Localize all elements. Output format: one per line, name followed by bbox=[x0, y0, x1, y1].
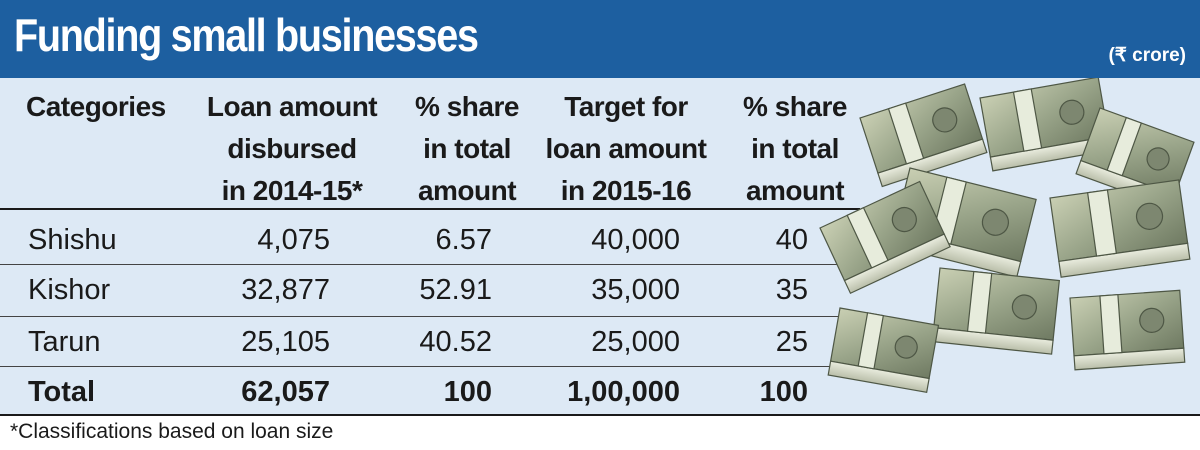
cell-total-target-share: 100 bbox=[759, 376, 808, 408]
cell-target-share: 35 bbox=[775, 274, 808, 306]
cell-target: 40,000 bbox=[591, 224, 680, 256]
row-divider bbox=[0, 264, 860, 265]
header-share-disbursed: % share in total amount bbox=[402, 86, 532, 212]
header-target-loan: Target for loan amount in 2015-16 bbox=[536, 86, 716, 212]
cell-category: Tarun bbox=[28, 326, 101, 358]
cell-target-share: 25 bbox=[775, 326, 808, 358]
cell-target: 25,000 bbox=[591, 326, 680, 358]
cell-total-target: 1,00,000 bbox=[567, 376, 680, 408]
cell-share: 40.52 bbox=[419, 326, 492, 358]
header-line: in total bbox=[751, 133, 839, 164]
header-line: Target for bbox=[564, 91, 688, 122]
header-line: % share bbox=[415, 91, 519, 122]
header-categories: Categories bbox=[26, 86, 166, 128]
currency-notes-bundles-illustration bbox=[800, 76, 1200, 416]
title-bar: Funding small businesses bbox=[0, 0, 1200, 78]
cell-category: Shishu bbox=[28, 224, 117, 256]
table-bottom-border bbox=[0, 414, 1200, 416]
cell-target: 35,000 bbox=[591, 274, 680, 306]
cell-target-share: 40 bbox=[775, 224, 808, 256]
cell-total-label: Total bbox=[28, 376, 96, 408]
page-title: Funding small businesses bbox=[14, 9, 479, 61]
header-line: Categories bbox=[26, 91, 166, 122]
header-line: disbursed bbox=[227, 133, 357, 164]
row-divider bbox=[0, 316, 860, 317]
header-line: Loan amount bbox=[206, 91, 378, 122]
header-share-target: % share in total amount bbox=[730, 86, 860, 212]
cell-total-share: 100 bbox=[443, 376, 492, 408]
footnote: *Classifications based on loan size bbox=[10, 420, 334, 443]
cell-loan: 25,105 bbox=[241, 326, 330, 358]
cell-category: Kishor bbox=[28, 274, 111, 306]
header-line: loan amount bbox=[545, 133, 707, 164]
header-line: in total bbox=[423, 133, 511, 164]
header-line: in 2015-16 bbox=[560, 175, 692, 206]
cell-share: 6.57 bbox=[435, 224, 492, 256]
header-line: amount bbox=[417, 175, 517, 206]
cell-share: 52.91 bbox=[419, 274, 492, 306]
cell-loan: 4,075 bbox=[257, 224, 330, 256]
unit-label: (₹ crore) bbox=[1108, 45, 1186, 66]
row-divider bbox=[0, 366, 860, 367]
header-loan-disbursed: Loan amount disbursed in 2014-15* bbox=[200, 86, 384, 212]
header-line: % share bbox=[743, 91, 847, 122]
header-line: amount bbox=[745, 175, 845, 206]
header-line: in 2014-15* bbox=[221, 175, 363, 206]
cell-loan: 32,877 bbox=[241, 274, 330, 306]
cell-total-loan: 62,057 bbox=[241, 376, 330, 408]
header-divider bbox=[0, 208, 860, 210]
